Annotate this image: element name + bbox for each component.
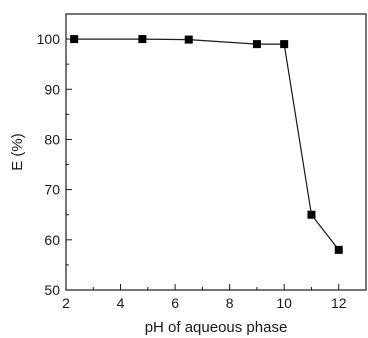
y-tick-label: 90 bbox=[44, 81, 60, 97]
x-axis-ticks: 2 4 6 8 10 12 bbox=[62, 284, 367, 311]
data-point-marker bbox=[307, 210, 316, 219]
y-axis-label: E (%) bbox=[9, 133, 26, 171]
y-tick-label: 50 bbox=[44, 282, 60, 298]
y-tick-label: 60 bbox=[44, 232, 60, 248]
x-axis-label: pH of aqueous phase bbox=[145, 319, 288, 336]
data-point-marker bbox=[70, 35, 79, 44]
plot-frame bbox=[65, 13, 367, 291]
x-tick-label: 2 bbox=[62, 295, 70, 311]
data-point-marker bbox=[334, 245, 343, 254]
x-tick-label: 6 bbox=[171, 295, 179, 311]
x-tick-label: 12 bbox=[331, 295, 347, 311]
data-point-marker bbox=[280, 40, 289, 49]
data-point-marker bbox=[184, 35, 193, 44]
y-tick-label: 80 bbox=[44, 131, 60, 147]
data-point-marker bbox=[252, 40, 261, 49]
data-point-marker bbox=[138, 35, 147, 44]
y-axis-ticks: 50 60 70 80 90 100 bbox=[37, 13, 72, 298]
series-line bbox=[74, 38, 340, 251]
y-tick-label: 70 bbox=[44, 182, 60, 198]
x-tick-label: 8 bbox=[226, 295, 234, 311]
x-tick-label: 10 bbox=[276, 295, 292, 311]
x-tick-label: 4 bbox=[117, 295, 125, 311]
data-series bbox=[70, 35, 343, 254]
y-tick-label: 100 bbox=[37, 31, 61, 47]
